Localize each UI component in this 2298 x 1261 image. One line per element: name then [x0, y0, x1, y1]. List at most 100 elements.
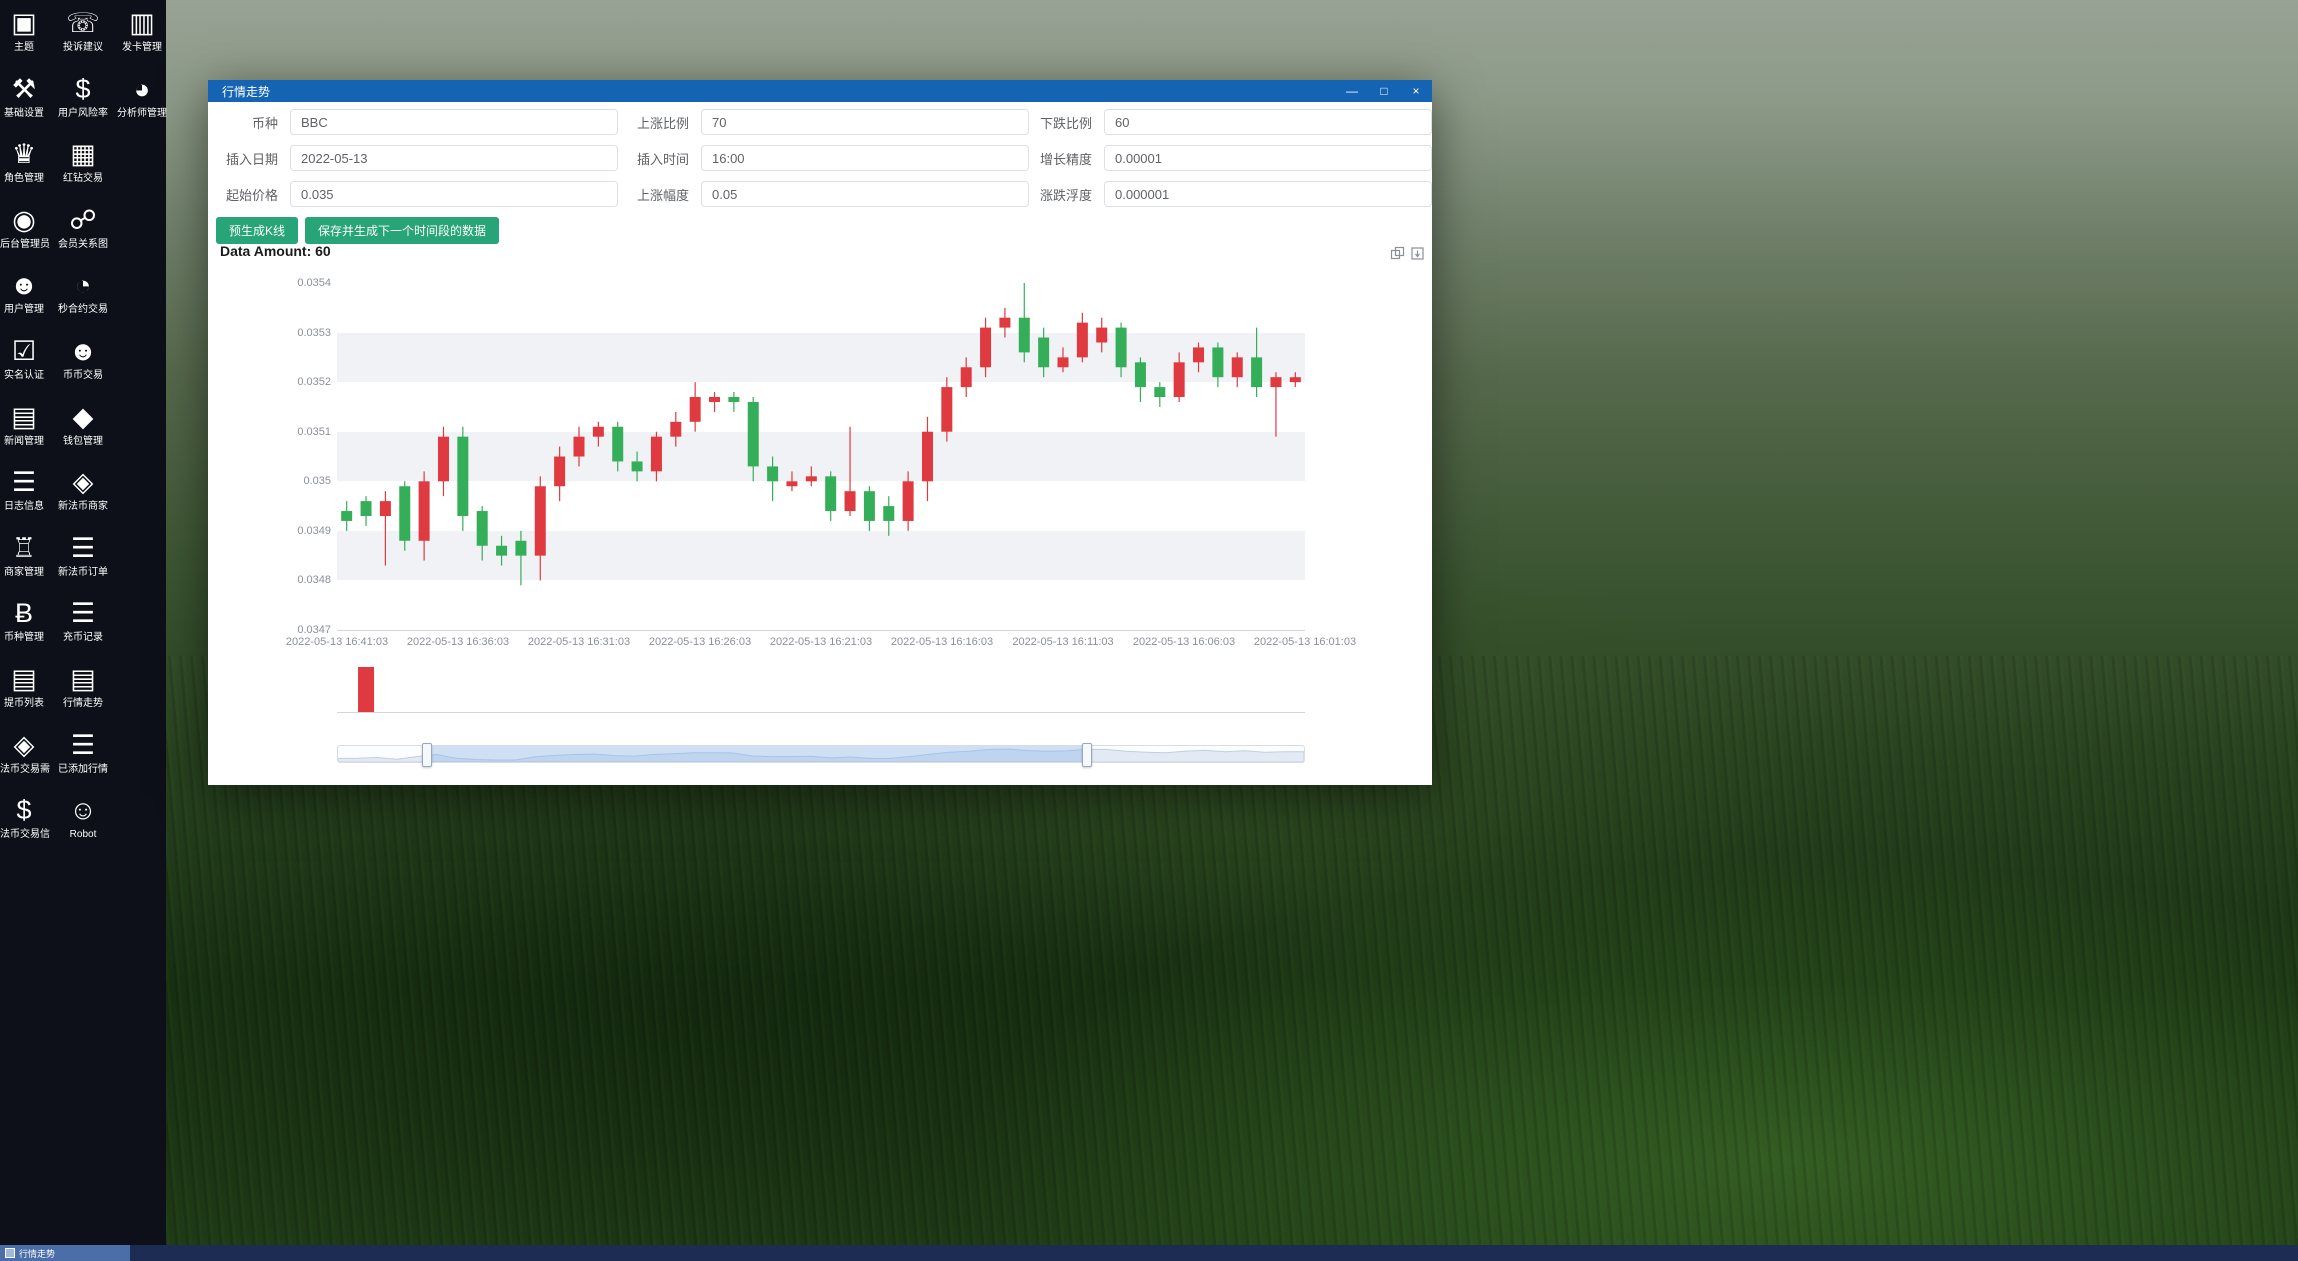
candle-body	[1018, 317, 1030, 353]
sidebar-item-member-relation[interactable]: ☍ 会员关系图	[56, 203, 110, 251]
sidebar-item-user-risk[interactable]: $ 用户风险率	[56, 72, 110, 120]
fiat-trade-need-icon: ◈	[13, 729, 35, 760]
currency-input[interactable]	[290, 109, 618, 135]
sidebar-item-red-diamond-trade[interactable]: ▦ 红钻交易	[56, 137, 110, 185]
sidebar-item-basic-settings[interactable]: ⚒ 基础设置	[0, 72, 48, 120]
withdraw-list-icon: ▤	[11, 664, 37, 694]
candle-body	[767, 466, 779, 482]
candle-body	[360, 501, 372, 516]
volume-series	[337, 667, 1305, 713]
y-axis-tick-label: 0.0349	[297, 524, 331, 537]
y-axis-tick-label: 0.035	[303, 475, 331, 488]
candle-body	[1096, 327, 1108, 343]
added-market-icon: ☰	[70, 729, 96, 760]
sidebar-item-deposit-record[interactable]: ☰ 充币记录	[56, 596, 110, 644]
x-axis-tick-label: 2022-05-13 16:36:03	[406, 636, 510, 648]
save-image-icon[interactable]	[1410, 246, 1425, 261]
candle-body	[941, 387, 953, 432]
datazoom-right-handle[interactable]	[1082, 743, 1093, 767]
candle-body	[1038, 337, 1050, 368]
sidebar-item-market-trend[interactable]: ▤ 行情走势	[56, 662, 110, 710]
insert-date-input[interactable]	[290, 145, 618, 171]
minimize-button[interactable]: —	[1346, 84, 1358, 98]
candle-body	[883, 506, 895, 521]
fall-ratio-input[interactable]	[1104, 109, 1432, 135]
datazoom-left-handle[interactable]	[422, 743, 433, 767]
window-titlebar[interactable]: 行情走势 — □ ×	[208, 80, 1432, 102]
sidebar-item-coin-manage[interactable]: Ƀ 币种管理	[0, 596, 48, 644]
sidebar-item-user-manage[interactable]: ☻ 用户管理	[0, 268, 48, 316]
candle-body	[418, 481, 430, 541]
rise-ratio-input[interactable]	[701, 109, 1029, 135]
taskbar-item[interactable]: 行情走势	[0, 1245, 130, 1261]
sidebar-item-theme[interactable]: ▣ 主题	[0, 6, 48, 54]
insert-time-input[interactable]	[701, 145, 1029, 171]
sidebar-item-merchant-manage[interactable]: ♖ 商家管理	[0, 531, 48, 579]
candle-body	[437, 436, 449, 482]
y-axis-tick-label: 0.0354	[297, 277, 331, 289]
sidebar-item-admin-users[interactable]: ◉ 后台管理员	[0, 203, 50, 251]
new-fiat-merchant-icon: ◈	[72, 467, 94, 498]
candle-body	[592, 426, 604, 437]
growth-precision-input[interactable]	[1104, 145, 1432, 171]
analyst-manage-icon: ◕	[133, 73, 151, 104]
candle-body	[844, 491, 856, 512]
insert-time-label: 插入时间	[636, 151, 689, 167]
save-generate-next-button[interactable]: 保存并生成下一个时间段的数据	[305, 217, 500, 244]
fall-ratio-label: 下跌比例	[1039, 115, 1092, 131]
start-price-input[interactable]	[290, 181, 618, 207]
y-axis-tick-label: 0.0352	[297, 376, 331, 389]
sidebar-item-new-fiat-merchant[interactable]: ◈ 新法币商家	[56, 465, 110, 513]
datazoom-data-shadow	[338, 748, 1304, 762]
sidebar-item-second-contract[interactable]: ◔ 秒合约交易	[56, 268, 110, 316]
red-diamond-trade-icon: ▦	[70, 139, 96, 170]
x-axis-line	[337, 630, 1305, 631]
plot-band	[337, 481, 1305, 531]
news-manage-icon: ▤	[11, 401, 37, 432]
sidebar-item-analyst-manage[interactable]: ◕ 分析师管理	[114, 72, 170, 120]
sidebar-item-robot[interactable]: ☺ Robot	[56, 793, 110, 841]
sidebar-item-fiat-trade-need[interactable]: ◈ 法币交易需	[0, 728, 50, 776]
sidebar-item-label: 币种管理	[4, 632, 44, 644]
merchant-manage-icon: ♖	[11, 532, 37, 563]
sidebar-item-added-market[interactable]: ☰ 已添加行情	[56, 728, 110, 776]
candle-body	[863, 491, 875, 521]
restore-icon[interactable]	[1390, 246, 1405, 261]
robot-icon: ☺	[69, 795, 97, 826]
pregenerate-kline-button[interactable]: 预生成K线	[216, 217, 299, 244]
sidebar-item-wallet-manage[interactable]: ◆ 钱包管理	[56, 400, 110, 448]
maximize-button[interactable]: □	[1380, 84, 1388, 98]
x-axis-tick-label: 2022-05-13 16:41:03	[285, 636, 389, 648]
sidebar-item-realname-verify[interactable]: ☑ 实名认证	[0, 334, 48, 382]
candlestick-series	[341, 283, 1301, 586]
fluctuation-input[interactable]	[1104, 181, 1432, 207]
candle-body	[554, 456, 566, 487]
sidebar-item-feedback[interactable]: ☏ 投诉建议	[56, 6, 110, 54]
sidebar-item-card-issue[interactable]: ▥ 发卡管理	[114, 6, 170, 54]
sidebar-item-new-fiat-order[interactable]: ☰ 新法币订单	[56, 531, 110, 579]
sidebar-item-log-info[interactable]: ☰ 日志信息	[0, 465, 48, 513]
candle-body	[534, 486, 546, 556]
candlestick-chart: 0.0354 0.0353 0.0352 0.0351 0.035 0.0349 0.034…	[208, 80, 1432, 785]
x-axis-tick-label: 2022-05-13 16:01:03	[1253, 636, 1357, 648]
sidebar-item-label: 法币交易需	[0, 763, 50, 775]
admin-user-icon: ◉	[12, 204, 36, 235]
sidebar-item-label: 充币记录	[63, 632, 103, 644]
x-axis-tick-label: 2022-05-13 16:31:03	[527, 636, 631, 648]
x-axis-tick-label: 2022-05-13 16:21:03	[769, 636, 873, 648]
y-axis-tick-label: 0.0347	[297, 624, 331, 636]
datazoom-slider[interactable]	[337, 743, 1305, 767]
sidebar-item-fiat-trade-info[interactable]: $ 法币交易信	[0, 793, 50, 841]
member-relation-icon: ☍	[69, 204, 97, 235]
sidebar-item-label: 基础设置	[4, 107, 44, 119]
close-button[interactable]: ×	[1412, 84, 1420, 98]
sidebar-item-news-manage[interactable]: ▤ 新闻管理	[0, 400, 48, 448]
sidebar-item-label: 发卡管理	[122, 42, 162, 53]
rise-amplitude-input[interactable]	[701, 181, 1029, 207]
sidebar-item-coin-trade[interactable]: ☻ 币币交易	[56, 334, 110, 382]
datazoom-selected-range[interactable]	[426, 746, 1087, 762]
sidebar-item-role-manage[interactable]: ♛ 角色管理	[0, 137, 48, 185]
sidebar-item-withdraw-list[interactable]: ▤ 提币列表	[0, 662, 48, 710]
plot-band	[337, 431, 1305, 482]
coin-manage-icon: Ƀ	[14, 598, 33, 629]
